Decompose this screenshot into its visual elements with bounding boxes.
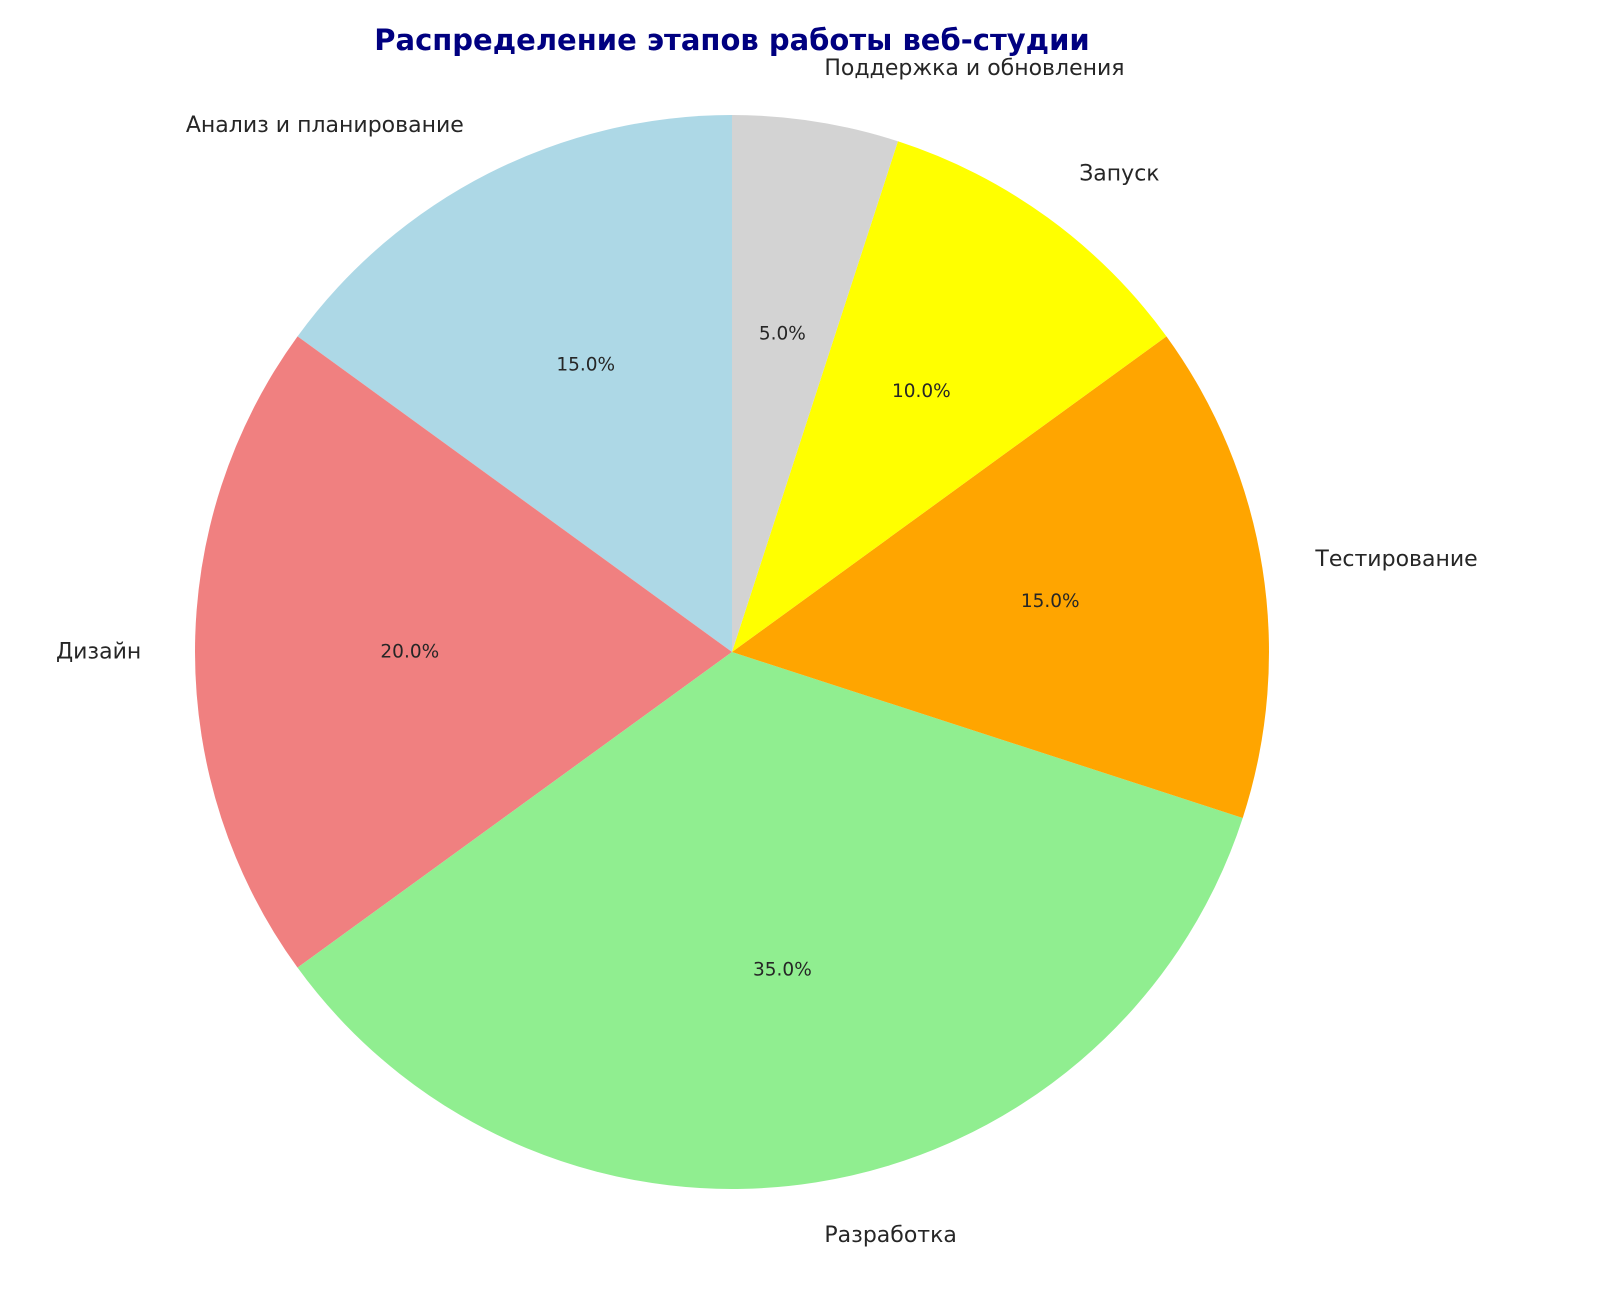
slice-label: Запуск	[1079, 162, 1159, 187]
slice-label: Дизайн	[56, 640, 141, 665]
slice-label: Поддержка и обновления	[824, 56, 1124, 81]
slice-percentage-label: 5.0%	[759, 323, 806, 344]
pie-slice	[732, 141, 1167, 652]
slice-percentage-label: 10.0%	[892, 381, 951, 402]
slice-percentage-label: 15.0%	[556, 354, 615, 375]
pie-slice	[732, 115, 898, 652]
pie-slice	[194, 336, 732, 968]
slice-label: Разработка	[824, 1223, 957, 1248]
slice-label: Тестирование	[1314, 547, 1477, 572]
slice-percentage-label: 35.0%	[753, 960, 812, 981]
slice-label: Анализ и планирование	[186, 113, 464, 138]
chart-title: Распределение этапов работы веб-студии	[374, 23, 1089, 57]
slice-percentage-label: 15.0%	[1021, 591, 1080, 612]
pie-slice	[297, 115, 732, 652]
slice-percentage-label: 20.0%	[380, 642, 439, 663]
pie-slice	[297, 652, 1243, 1189]
pie-slice	[732, 336, 1270, 818]
